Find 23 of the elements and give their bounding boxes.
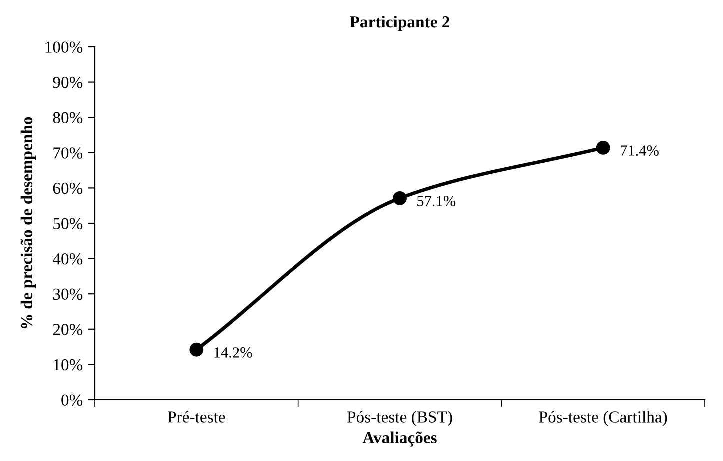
y-tick-label: 60%: [53, 182, 83, 194]
point: [596, 141, 610, 155]
y-axis-title: % de precisão de desempenho: [20, 117, 36, 329]
y-tick-label: 40%: [52, 254, 83, 265]
y-tick-label: 20%: [53, 324, 83, 336]
x-tick-label: Pós-teste (BST): [347, 411, 452, 426]
x-tick-label: Pré-teste: [168, 411, 226, 423]
y-tick-label: 30%: [53, 288, 83, 300]
x-axis-title: Avaliações: [362, 432, 437, 447]
y-tick-label: 80%: [53, 112, 83, 124]
chart-title: Participante 2: [350, 16, 450, 32]
point: [190, 342, 204, 357]
y-tick-label: 70%: [54, 148, 83, 159]
y-tick-label: 50%: [54, 218, 83, 230]
x-tick-label: Pós-teste (Cartilha): [539, 411, 668, 426]
y-tick-label: 90%: [53, 77, 83, 88]
data-label: 71.4%: [621, 146, 659, 156]
y-tick-label: 10%: [54, 359, 83, 371]
y-tick-label: 0%: [62, 394, 83, 406]
data-label: 14.2%: [214, 348, 252, 358]
point: [393, 191, 407, 206]
y-tick-label: 100%: [46, 42, 83, 53]
data-label: 57.1%: [418, 196, 456, 206]
